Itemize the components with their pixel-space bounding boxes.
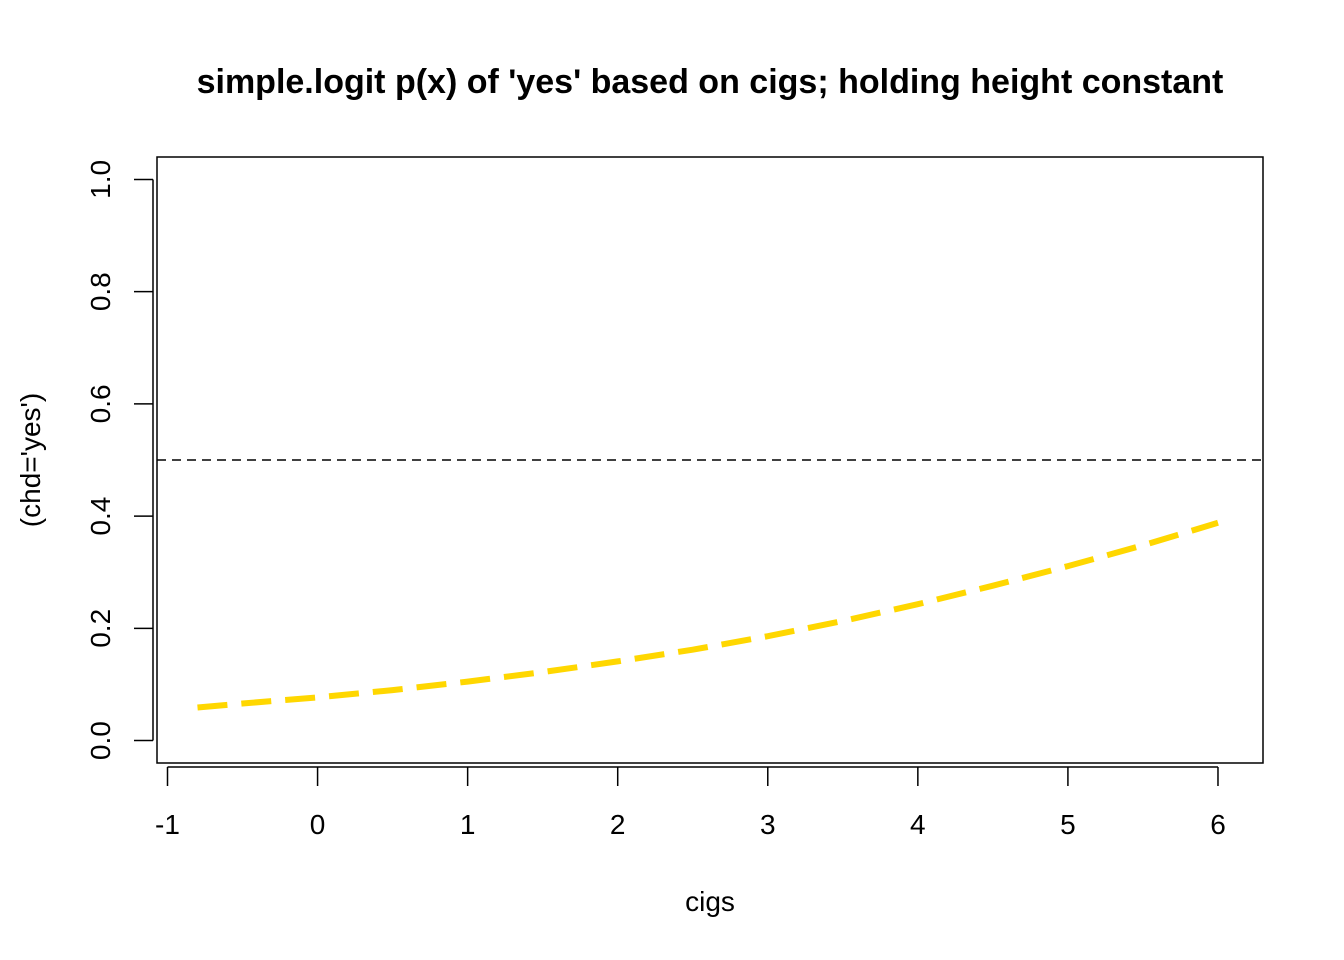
- x-tick-label: -1: [155, 809, 180, 840]
- x-tick-label: 3: [760, 809, 776, 840]
- y-tick-label: 1.0: [85, 160, 116, 199]
- y-tick-label: 0.0: [85, 721, 116, 760]
- x-tick-label: 1: [460, 809, 476, 840]
- y-tick-label: 0.2: [85, 609, 116, 648]
- series-layer: [197, 519, 1219, 711]
- x-tick-label: 0: [310, 809, 326, 840]
- y-tick-label: 0.6: [85, 384, 116, 423]
- chart-title: simple.logit p(x) of 'yes' based on cigs…: [197, 63, 1224, 101]
- y-axis-label: (chd='yes'): [15, 393, 46, 527]
- y-tick-label: 0.8: [85, 272, 116, 311]
- x-tick-label: 5: [1060, 809, 1076, 840]
- x-axis-label: cigs: [685, 886, 735, 917]
- x-tick-label: 4: [910, 809, 926, 840]
- y-tick-label: 0.4: [85, 497, 116, 536]
- x-axis: -1 0 1 2 3 4 5 6: [155, 766, 1226, 840]
- x-tick-label: 2: [610, 809, 626, 840]
- series-line-0: [197, 519, 1219, 711]
- x-tick-label: 6: [1210, 809, 1226, 840]
- y-axis: 0.0 0.2 0.4 0.6 0.8 1.0: [85, 160, 154, 760]
